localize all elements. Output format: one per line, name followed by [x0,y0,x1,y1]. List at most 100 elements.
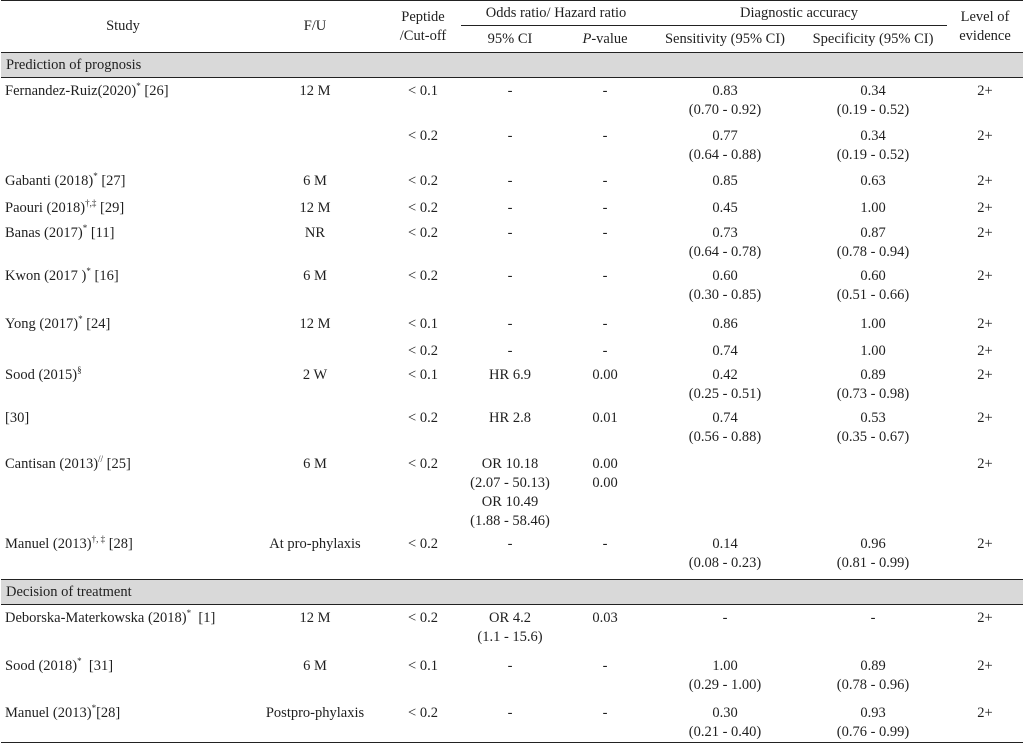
table-row: Deborska-Materkowska (2018)* [1] 12 M < 0.… [1,605,1023,653]
ci-cell-line: OR 4.2 [489,610,531,626]
level-cell: 2+ [977,366,993,383]
p-value-cell: - [559,699,651,743]
followup-cell: 6 M [303,455,327,472]
cutoff-cell: < 0.2 [408,535,438,552]
header-peptide-line1: Peptide [401,8,445,25]
ci-cell: - [461,123,559,168]
study-cell: Paouri (2018)†,‡ [29] [1,195,245,220]
p-value-cell-line: - [602,172,608,189]
cutoff-cell: < 0.1 [408,315,438,332]
p-value-cell-line: 0.00 [592,455,618,472]
study-footnote-mark: * [86,265,91,276]
sensitivity-cell-line: 0.77 [712,127,738,144]
p-value-cell: - [559,263,651,311]
specificity-cell: 0.63 [799,168,947,195]
specificity-cell-line: 1.00 [860,315,886,332]
specificity-cell-line: (0.78 - 0.94) [836,243,910,260]
cutoff-cell: < 0.2 [408,342,438,359]
sensitivity-cell: 0.83 (0.70 - 0.92) [651,78,799,123]
level-cell: 2+ [977,535,993,552]
specificity-cell-line: (0.51 - 0.66) [836,286,910,303]
p-value-cell: - [559,123,651,168]
sensitivity-cell-line: (0.30 - 0.85) [688,286,762,303]
header-peptide-line2: /Cut-off [399,27,447,44]
p-value-cell-line: - [602,224,608,241]
p-value-cell-line: - [602,199,608,216]
followup-cell: 12 M [299,610,331,626]
ci-cell: - [461,699,559,743]
ci-cell: OR 10.18 (2.07 - 50.13) OR 10.49 (1.88 - 58… [461,451,559,531]
level-cell: 2+ [947,699,1023,743]
study-reference: [26] [140,83,169,99]
sensitivity-cell: - [651,605,799,653]
ci-cell-line: OR 10.18 [481,455,539,472]
study-cell: [30] [1,405,245,451]
followup-cell: 2 W [302,366,328,383]
ci-cell-line: - [507,267,513,284]
cutoff-cell: < 0.2 [385,699,461,743]
followup-cell [245,405,385,451]
table-row: Paouri (2018)†,‡ [29] 12 M < 0.2 - - 0.45 1.00… [1,195,1023,220]
specificity-cell-line: 0.53 [860,409,886,426]
ci-cell: - [461,263,559,311]
specificity-cell-line: 0.63 [860,172,886,189]
specificity-cell-line: (0.73 - 0.98) [836,385,910,402]
study-cell [1,338,245,362]
cutoff-cell: < 0.2 [408,455,438,472]
sensitivity-cell: 1.00 (0.29 - 1.00) [651,653,799,700]
sensitivity-cell: 0.42 (0.25 - 0.51) [651,362,799,405]
study-cell: Manuel (2013)*[28] [1,699,245,743]
study-reference: [16] [90,267,119,284]
study-reference: [1] [191,610,216,626]
p-value-cell-line: 0.03 [592,610,618,626]
study-reference: [24] [82,315,111,332]
ci-cell: - [461,220,559,263]
table-row: < 0.2 - - 0.77 (0.64 - 0.88) 0.34 (0.19 - 0.52… [1,123,1023,168]
table-row: Cantisan (2013)// [25] 6 M < 0.2 OR 10.18 (2… [1,451,1023,531]
table-row: Sood (2018)* [31] 6 M < 0.1 - - 1.00 (0.29 - 1… [1,653,1023,700]
p-value-cell-line: - [602,315,608,332]
study-cell: Sood (2018)* [31] [1,653,245,700]
p-value-cell-line: 0.00 [592,366,618,383]
ci-cell-line: - [507,657,513,674]
specificity-cell-line: 1.00 [860,199,886,216]
sensitivity-cell-line: (0.70 - 0.92) [688,102,762,118]
sensitivity-cell: 0.74 (0.56 - 0.88) [651,405,799,451]
study-cell: Deborska-Materkowska (2018)* [1] [1,605,245,653]
p-value-cell-line: - [602,704,608,721]
p-value-cell-line: - [602,83,608,99]
p-value-cell-line: 0.00 [592,474,618,491]
p-value-cell-line: 0.01 [592,409,618,426]
p-value-cell: - [559,168,651,195]
sensitivity-cell-line: 1.00 [712,657,738,674]
specificity-cell-line: (0.19 - 0.52) [836,102,910,118]
study-reference: [11] [87,224,115,241]
level-cell: 2+ [977,455,993,472]
specificity-cell-line: (0.81 - 0.99) [836,554,910,571]
sensitivity-cell: 0.30 (0.21 - 0.40) [651,699,799,743]
specificity-cell-line: (0.19 - 0.52) [836,146,910,163]
header-sensitivity: Sensitivity (95% CI) [651,25,799,53]
header-level-line1: Level of [960,8,1010,25]
cutoff-cell: < 0.1 [408,657,438,674]
level-cell: 2+ [977,224,993,241]
ci-cell-line: (2.07 - 50.13) [470,474,550,491]
specificity-cell: 0.93 (0.76 - 0.99) [799,699,947,743]
p-value-cell: - [559,653,651,700]
followup-cell: Postpro-phylaxis [245,699,385,743]
table-row: [30] < 0.2 HR 2.8 0.01 0.74 (0.56 - 0.88) 0.53… [1,405,1023,451]
ci-cell: OR 4.2 (1.1 - 15.6) [461,605,559,653]
followup-cell [245,123,385,168]
study-footnote-mark: * [186,608,192,618]
cutoff-cell: < 0.2 [408,224,438,241]
study-cell: Banas (2017)* [11] [1,220,245,263]
study-reference: [29] [96,199,125,216]
sensitivity-cell-line: 0.42 [712,366,738,383]
study-footnote-mark: // [98,453,104,464]
specificity-cell-line: 0.93 [860,704,886,721]
table-row: Manuel (2013)†, ‡ [28] At pro-phylaxis < 0… [1,531,1023,580]
cutoff-cell: < 0.2 [408,409,438,426]
study-cell: Manuel (2013)†, ‡ [28] [1,531,245,580]
sensitivity-cell: 0.60 (0.30 - 0.85) [651,263,799,311]
table-row: Manuel (2013)*[28] Postpro-phylaxis < 0.2-… [1,699,1023,743]
